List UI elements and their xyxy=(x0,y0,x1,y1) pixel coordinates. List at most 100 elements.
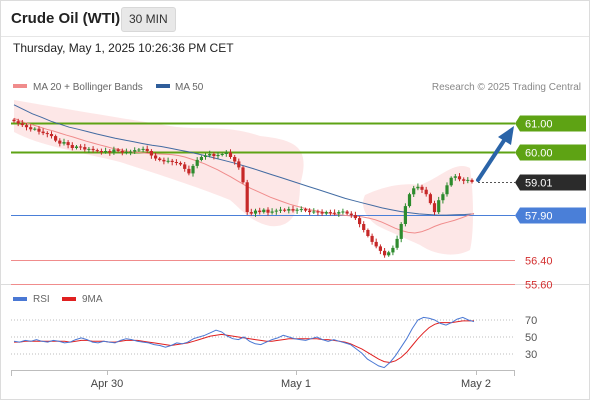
candle-body xyxy=(120,151,124,153)
candle-body xyxy=(470,179,474,182)
candle xyxy=(391,245,395,256)
candle xyxy=(224,150,228,157)
candle xyxy=(212,152,216,160)
candle-body xyxy=(283,209,287,211)
bollinger-cloud-right xyxy=(363,165,473,255)
candle-body xyxy=(353,215,357,219)
candle xyxy=(362,221,366,233)
level-tag-text-61.00: 61.00 xyxy=(525,119,553,131)
candle xyxy=(399,222,403,243)
candle xyxy=(203,153,208,160)
candle xyxy=(208,150,212,158)
candle-body xyxy=(16,121,20,124)
candle xyxy=(312,208,316,214)
candle-body xyxy=(445,185,449,195)
candle xyxy=(403,203,407,227)
candle xyxy=(341,208,345,215)
ma50-line xyxy=(13,104,475,216)
candle-body xyxy=(295,209,299,211)
candle-body xyxy=(137,149,141,151)
candle-body xyxy=(278,209,283,211)
candle xyxy=(462,177,466,185)
candle-body xyxy=(312,211,316,213)
candle xyxy=(412,185,416,197)
candle xyxy=(183,162,187,172)
candle-body xyxy=(266,209,270,213)
candle-body xyxy=(74,146,79,148)
candle xyxy=(178,161,183,166)
candle-body xyxy=(416,186,420,189)
candle xyxy=(266,207,270,216)
candle xyxy=(437,196,441,214)
candle-body xyxy=(141,148,145,150)
candle xyxy=(216,152,220,159)
level-tag-text-59.01: 59.01 xyxy=(525,178,553,190)
candle xyxy=(191,164,195,177)
candle-body xyxy=(262,209,266,213)
candle xyxy=(278,206,283,213)
chart-header: Crude Oil (WTI) 30 MIN xyxy=(0,0,590,36)
level-tag-bg-59.01 xyxy=(515,174,586,191)
rsi-tick-70: 70 xyxy=(525,315,537,327)
candle-body xyxy=(387,252,391,256)
candle xyxy=(395,235,399,250)
candle-body xyxy=(29,127,33,130)
candle xyxy=(324,210,328,216)
candle xyxy=(453,174,457,181)
candle-body xyxy=(228,152,233,157)
candle xyxy=(320,209,324,216)
level-labels: 61.00 60.00 59.01 57.90 56.40 55.60 xyxy=(515,115,586,292)
candle xyxy=(170,158,174,166)
level-tag-60.00: 60.00 xyxy=(515,144,586,161)
candle-body xyxy=(449,177,453,186)
candle-body xyxy=(166,160,170,162)
candle xyxy=(295,207,299,214)
candle-body xyxy=(212,154,216,157)
candle xyxy=(58,138,62,147)
candle xyxy=(91,146,95,153)
candle xyxy=(432,200,437,215)
candle xyxy=(20,120,24,127)
candle-body xyxy=(149,151,153,156)
candle xyxy=(333,209,337,216)
candle xyxy=(228,149,233,159)
candle-body xyxy=(407,194,412,207)
candle-body xyxy=(245,182,249,213)
candle xyxy=(428,192,432,205)
candle xyxy=(116,148,120,153)
candle-body xyxy=(203,155,208,157)
timestamp: Thursday, May 1, 2025 10:26:36 PM CET xyxy=(13,41,234,55)
candle xyxy=(45,131,49,138)
candle xyxy=(112,146,116,155)
key-levels xyxy=(11,122,515,285)
candle-body xyxy=(291,209,295,211)
candle xyxy=(149,149,153,159)
candle-body xyxy=(208,154,212,156)
candle xyxy=(24,123,29,131)
candle xyxy=(287,206,291,214)
candle xyxy=(74,145,79,150)
candle-body xyxy=(183,164,187,169)
candle xyxy=(133,147,137,154)
level-tag-61.00: 61.00 xyxy=(515,115,586,132)
candle-body xyxy=(399,224,403,239)
timeframe-badge[interactable]: 30 MIN xyxy=(121,7,176,32)
candle-body xyxy=(108,151,112,153)
candle xyxy=(353,211,357,220)
candle-body xyxy=(358,218,362,225)
candle xyxy=(291,205,295,213)
candle xyxy=(299,206,303,213)
candle xyxy=(253,208,258,217)
candle-body xyxy=(320,212,324,214)
candle-body xyxy=(437,200,441,213)
candle-body xyxy=(49,134,54,137)
candle xyxy=(245,179,249,215)
candle-body xyxy=(12,119,16,122)
candle xyxy=(457,173,462,182)
candle-body xyxy=(316,211,320,213)
candle xyxy=(129,149,133,156)
candle xyxy=(49,131,54,139)
x-axis: Apr 30 May 1 May 2 xyxy=(11,370,515,390)
candle xyxy=(99,148,103,155)
candle-body xyxy=(91,148,95,151)
